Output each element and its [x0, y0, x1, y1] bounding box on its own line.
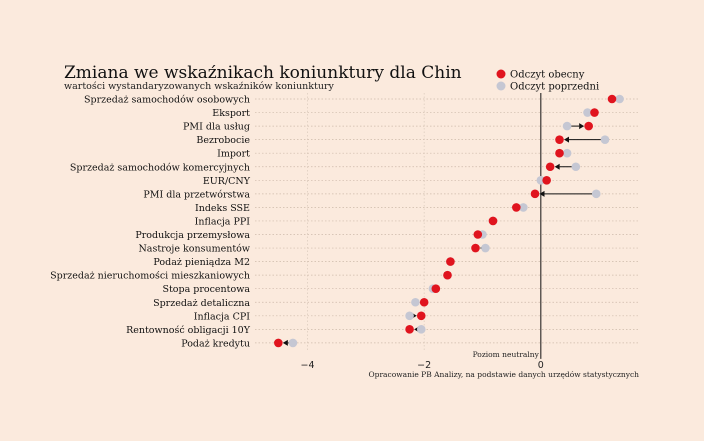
legend-previous-marker [496, 81, 506, 91]
current-dot [488, 216, 498, 226]
current-dot [542, 176, 551, 185]
category-label: Podaż kredytu [181, 338, 250, 349]
x-axis-ticks: −4 −2 0 [300, 360, 543, 371]
current-dot [545, 162, 555, 172]
category-label: Import [217, 149, 250, 160]
legend-current-label: Odczyt obecny [510, 70, 585, 81]
category-label: Stopa procentowa [162, 284, 250, 295]
source-note: Opracowanie PB Analizy, na podstawie dan… [369, 370, 640, 379]
current-dot [473, 230, 483, 239]
category-label: Sprzedaż samochodów komercyjnych [70, 162, 250, 173]
current-dot [446, 257, 455, 266]
category-label: Rentowność obligacji 10Y [126, 325, 251, 336]
current-dot [471, 243, 480, 253]
category-label: Eksport [212, 108, 250, 119]
x-tick-label: −2 [417, 360, 431, 371]
category-label: Inflacja PPI [195, 216, 251, 227]
legend-current-marker [496, 69, 506, 79]
legend: Odczyt obecny Odczyt poprzedni [496, 69, 599, 93]
previous-dot [591, 189, 601, 199]
current-dot [416, 311, 426, 321]
previous-dot [411, 297, 420, 307]
category-labels: Sprzedaż samochodów osobowych Eksport PMI … [50, 95, 251, 350]
arrow-head [539, 190, 545, 197]
category-label: PMI dla usług [183, 122, 250, 133]
category-label: Indeks SSE [195, 203, 250, 214]
category-label: Produkcja przemysłowa [135, 230, 250, 241]
current-dot [512, 203, 521, 212]
current-reading-dots [274, 94, 617, 348]
current-dot [555, 135, 564, 144]
current-dot [431, 284, 441, 294]
previous-dot [571, 162, 581, 172]
x-tick-label: −4 [300, 360, 314, 371]
current-dot [584, 121, 593, 131]
category-label: Sprzedaż detaliczna [153, 298, 250, 309]
current-dot [530, 189, 540, 199]
current-dot [607, 94, 617, 104]
previous-dot [600, 135, 610, 144]
previous-dot [288, 338, 298, 348]
current-dot [443, 270, 452, 280]
current-dot [419, 297, 429, 307]
chart-title: Zmiana we wskaźnikach koniunktury dla Ch… [64, 63, 462, 83]
category-label: Nastroje konsumentów [138, 244, 250, 255]
previous-dot [519, 203, 528, 212]
neutral-level-label: Poziom neutralny [473, 350, 540, 359]
current-dot [405, 325, 414, 334]
previous-dot [562, 121, 572, 131]
current-dot [555, 148, 564, 158]
previous-dot [481, 243, 490, 253]
category-label: EUR/CNY [203, 176, 251, 187]
current-dot [274, 338, 283, 348]
current-dot [590, 108, 599, 117]
category-label: PMI dla przetwórstwa [143, 189, 250, 200]
vertical-gridlines [307, 93, 425, 351]
chart-subtitle: wartości wystandaryzowanych wskaźników k… [64, 81, 335, 92]
arrow-head [564, 136, 569, 143]
previous-dot [416, 325, 426, 334]
category-label: Bezrobocie [196, 135, 250, 146]
row-gridlines [255, 98, 640, 344]
arrow-head [282, 339, 288, 346]
category-label: Inflacja CPI [194, 311, 250, 322]
category-label: Sprzedaż nieruchomości mieszkaniowych [50, 271, 250, 282]
category-label: Sprzedaż samochodów osobowych [84, 95, 250, 106]
previous-dot [583, 108, 592, 117]
arrow-head [579, 123, 585, 130]
category-label: Podaż pieniądza M2 [153, 257, 250, 268]
previous-dot [562, 148, 572, 158]
x-tick-label: 0 [538, 360, 544, 371]
previous-dot [405, 311, 414, 321]
legend-previous-label: Odczyt poprzedni [510, 82, 599, 93]
arrow-head [554, 163, 560, 170]
previous-dot [615, 94, 624, 104]
